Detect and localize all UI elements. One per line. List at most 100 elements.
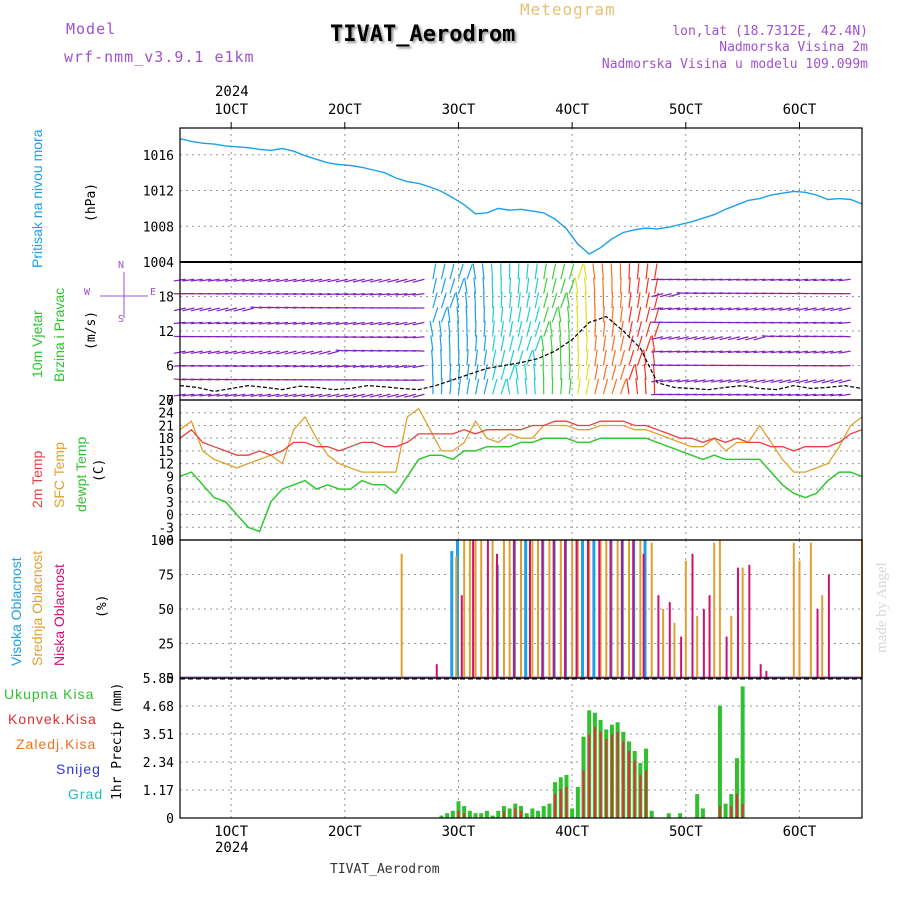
wind-arrow — [821, 321, 834, 324]
wind-arrow — [693, 379, 706, 383]
wind-arrow — [761, 393, 774, 396]
bar-ukupna-kisa — [530, 808, 535, 818]
bar-ukupna-kisa — [740, 686, 745, 818]
wind-arrow — [526, 263, 529, 280]
wind-arrow — [509, 349, 515, 366]
wind-arrow — [838, 278, 851, 282]
wind-arrow — [594, 335, 598, 352]
wind-arrow — [449, 263, 455, 280]
wind-arrow — [577, 349, 580, 366]
wind-arrow — [821, 350, 834, 354]
wind-arrow — [611, 349, 616, 366]
wind-arrow — [719, 393, 732, 396]
bar-srednja-oblacnost — [718, 540, 721, 678]
wind-arrow — [702, 350, 715, 353]
xtick-top: 2OCT — [328, 102, 362, 118]
wind-arrow — [543, 321, 550, 337]
wind-arrow — [534, 306, 540, 323]
bar-ukupna-kisa — [649, 810, 654, 818]
xtick-top: 1OCT — [214, 102, 248, 118]
wind-arrow — [568, 278, 576, 294]
wind-arrow — [702, 307, 715, 311]
wind-arrow — [659, 350, 672, 353]
wind-arrow — [744, 278, 757, 281]
ytick-wind: 0 — [166, 394, 174, 409]
wind-arrow — [770, 335, 783, 338]
bar-visoka-oblacnost — [643, 540, 647, 678]
wind-arrow — [602, 320, 606, 337]
wind-arrow — [619, 378, 627, 395]
bar-ukupna-kisa — [570, 808, 575, 818]
wind-arrow — [378, 364, 391, 368]
ytick-temperature: 3 — [166, 496, 174, 511]
wind-arrow — [293, 350, 306, 355]
wind-arrow — [515, 378, 519, 395]
wind-arrow — [190, 393, 203, 397]
wind-arrow — [736, 336, 749, 341]
wind-arrow — [685, 350, 698, 353]
wind-arrow — [796, 393, 809, 397]
wind-arrow — [327, 364, 340, 368]
wind-arrow — [500, 364, 507, 381]
wind-arrow — [534, 263, 538, 280]
wind-arrow — [474, 349, 478, 366]
bar-niska-oblacnost — [708, 595, 711, 678]
bar-ukupna-kisa — [723, 803, 728, 818]
compass-east: E — [150, 287, 157, 298]
bar-visoka-oblacnost — [581, 540, 585, 678]
wind-arrow — [727, 350, 740, 354]
bar-niska-oblacnost — [564, 540, 567, 678]
wind-arrow — [719, 379, 732, 383]
wind-arrow — [745, 379, 757, 384]
wind-arrow — [653, 306, 660, 323]
wind-arrow — [830, 350, 843, 354]
wind-arrow — [361, 393, 374, 398]
wind-arrow — [628, 350, 635, 366]
wind-arrow — [318, 364, 331, 368]
wind-arrow — [736, 307, 749, 311]
wind-arrow — [216, 364, 229, 367]
bar-ukupna-kisa — [496, 810, 501, 818]
bar-konvek.kisa — [610, 734, 613, 818]
wind-arrow — [585, 349, 589, 366]
wind-arrow — [344, 349, 357, 352]
wind-arrow — [216, 278, 229, 282]
bar-srednja-oblacnost — [508, 540, 511, 678]
wind-arrow — [233, 307, 246, 312]
bar-konvek.kisa — [582, 770, 585, 818]
wind-arrow — [500, 306, 504, 323]
bar-ukupna-kisa — [695, 794, 700, 818]
panel-bg-precipitation — [180, 678, 862, 818]
model-name: wrf-nmm_v3.9.1 e1km — [64, 48, 255, 66]
wind-arrow — [455, 292, 460, 309]
wind-arrow — [449, 378, 452, 395]
wind-arrow — [744, 307, 757, 311]
bar-konvek.kisa — [559, 789, 562, 818]
wind-arrow — [551, 263, 557, 280]
bar-ukupna-kisa — [700, 808, 705, 818]
wind-arrow — [838, 321, 851, 325]
wind-arrow — [207, 321, 220, 325]
bar-niska-oblacnost — [691, 553, 694, 678]
ytick-precipitation: 5.85 — [143, 672, 174, 687]
bar-ukupna-kisa — [490, 815, 495, 818]
wind-arrow — [267, 350, 280, 355]
ytick-precipitation: 3.51 — [143, 728, 174, 743]
wind-arrow — [509, 292, 512, 309]
wind-arrow — [685, 336, 698, 341]
wind-arrow — [653, 277, 659, 294]
wind-arrow — [594, 364, 599, 380]
wind-arrow — [710, 278, 723, 281]
wind-arrow — [651, 293, 664, 298]
wind-arrow — [568, 363, 571, 380]
bar-niska-oblacnost — [598, 540, 601, 678]
bar-ukupna-kisa — [462, 806, 467, 818]
legend-hail: Grad — [68, 786, 104, 802]
panel-bg-temperature — [180, 400, 862, 540]
bar-ukupna-kisa — [467, 810, 472, 818]
wind-arrow — [702, 336, 715, 341]
wind-arrow — [327, 278, 340, 283]
wind-arrow — [659, 336, 672, 340]
wind-arrow — [838, 379, 851, 384]
wind-arrow — [207, 393, 220, 397]
